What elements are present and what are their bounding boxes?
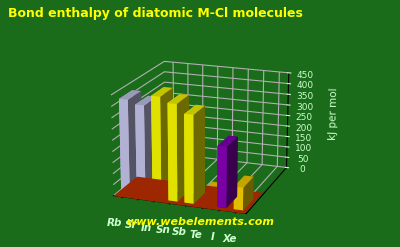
Text: Bond enthalpy of diatomic M-Cl molecules: Bond enthalpy of diatomic M-Cl molecules bbox=[8, 7, 303, 21]
Text: www.webelements.com: www.webelements.com bbox=[126, 217, 274, 227]
